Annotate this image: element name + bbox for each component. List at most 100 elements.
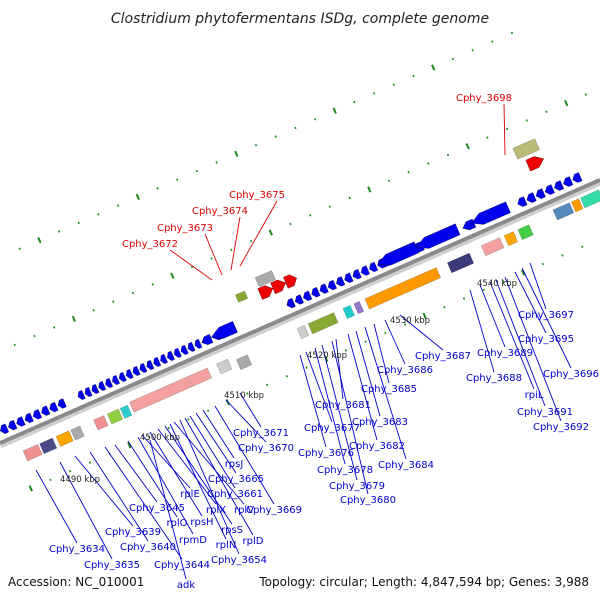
- blue-gene: [544, 184, 555, 195]
- tick-mark: [77, 221, 80, 225]
- tick-mark: [268, 229, 273, 236]
- blue-gene-label: Cphy_3684: [378, 460, 434, 471]
- tick-mark: [289, 222, 292, 226]
- blue-gene-label: Cphy_3670: [238, 443, 294, 454]
- tick-mark: [28, 485, 33, 492]
- leader-line: [521, 267, 572, 369]
- tick-mark: [92, 308, 95, 312]
- blue-gene-label: Cphy_3671: [233, 428, 289, 439]
- tick-mark: [37, 237, 42, 244]
- tick-mark: [353, 100, 356, 104]
- blue-gene: [360, 265, 370, 276]
- red-gene: [525, 156, 544, 172]
- tick-mark: [344, 349, 348, 352]
- leader-line: [59, 461, 113, 560]
- leader-line: [331, 340, 369, 495]
- blue-gene: [105, 377, 114, 389]
- tick-mark: [451, 57, 455, 61]
- blue-gene-label: Cphy_3689: [477, 348, 533, 359]
- leader-line: [89, 451, 149, 542]
- scale-label: 4500 kbp: [140, 433, 180, 443]
- feature-box: [503, 231, 518, 246]
- leader-line: [169, 249, 213, 281]
- tick-mark: [147, 435, 151, 438]
- blue-gene: [118, 371, 127, 383]
- blue-gene: [160, 353, 168, 364]
- blue-gene-label: Cphy_3669: [246, 505, 302, 516]
- blue-gene-label: Cphy_3697: [518, 310, 574, 321]
- gene-labels: Cphy_3672 Cphy_3673 Cphy_3674 Cphy_3675 Cphy…: [49, 93, 599, 591]
- scale-label: 4540 kbp: [477, 279, 517, 289]
- leader-line: [114, 444, 158, 503]
- leader-line: [137, 436, 194, 535]
- backbone-line: [0, 178, 600, 445]
- blue-gene: [132, 365, 141, 376]
- leader-line: [335, 338, 344, 400]
- scale-label: 4510 kbp: [224, 391, 264, 401]
- feature-box: [93, 415, 109, 431]
- blue-gene: [98, 380, 107, 392]
- blue-gene: [180, 344, 189, 355]
- blue-gene-label: Cphy_3692: [533, 422, 589, 433]
- accession-text: Accession: NC_010001: [8, 575, 144, 589]
- blue-gene: [535, 188, 546, 199]
- blue-gene: [201, 334, 214, 346]
- tick-mark: [71, 315, 77, 322]
- blue-gene: [294, 294, 305, 305]
- red-gene: [270, 279, 286, 295]
- feature-box: [364, 267, 441, 310]
- tick-mark: [131, 291, 135, 295]
- tick-mark: [364, 340, 367, 343]
- feature-box: [129, 367, 212, 413]
- tick-mark: [427, 162, 430, 165]
- blue-gene: [311, 287, 321, 298]
- leader-line: [141, 434, 191, 489]
- tick-mark: [332, 107, 337, 114]
- tick-mark: [446, 153, 450, 157]
- blue-gene-label: Cphy_3640: [120, 542, 176, 553]
- scale-label: 4530 kbp: [390, 316, 430, 326]
- scale-labels: 4490 kbp 4500 kbp 4510 kbp 4520 kbp 4530 kbp…: [60, 279, 517, 485]
- blue-gene: [194, 338, 203, 349]
- blue-gene: [153, 356, 162, 367]
- tick-mark: [564, 100, 569, 107]
- leader-line: [384, 319, 406, 365]
- tick-mark: [486, 136, 489, 139]
- blue-gene-label: Cphy_3695: [518, 334, 574, 345]
- feature-box: [119, 404, 133, 419]
- gene-features: [0, 138, 600, 462]
- blue-gene: [57, 398, 67, 409]
- tick-mark: [230, 248, 233, 252]
- tick-mark: [313, 118, 317, 121]
- feature-box: [580, 189, 600, 209]
- leader-line: [74, 455, 134, 527]
- blue-gene-label: Cphy_3681: [315, 400, 371, 411]
- blue-gene: [187, 341, 196, 352]
- tick-mark: [407, 170, 410, 174]
- blue-gene-label: Cphy_3682: [349, 441, 405, 452]
- blue-gene: [16, 416, 26, 427]
- blue-gene-label: rplV: [234, 505, 254, 516]
- blue-gene: [327, 279, 337, 291]
- tick-mark: [431, 64, 436, 71]
- tick-mark: [384, 331, 387, 335]
- leader-line: [184, 417, 254, 536]
- tick-mark: [367, 186, 372, 193]
- tick-mark: [33, 334, 36, 338]
- blue-gene-label: Cphy_3688: [466, 373, 522, 384]
- red-gene-label: Cphy_3673: [157, 223, 213, 234]
- blue-gene: [91, 383, 100, 395]
- leader-line: [189, 415, 236, 489]
- tick-mark: [167, 426, 170, 430]
- blue-gene: [167, 350, 175, 361]
- blue-gene: [563, 176, 574, 187]
- tick-mark: [412, 74, 415, 78]
- blue-gene: [0, 423, 10, 434]
- tick-mark: [309, 214, 312, 217]
- leader-line: [204, 233, 223, 276]
- feature-box: [307, 312, 339, 335]
- blue-gene: [517, 196, 528, 207]
- tick-mark: [97, 212, 100, 216]
- blue-gene-label: Cphy_3679: [329, 481, 385, 492]
- leader-line: [355, 330, 381, 417]
